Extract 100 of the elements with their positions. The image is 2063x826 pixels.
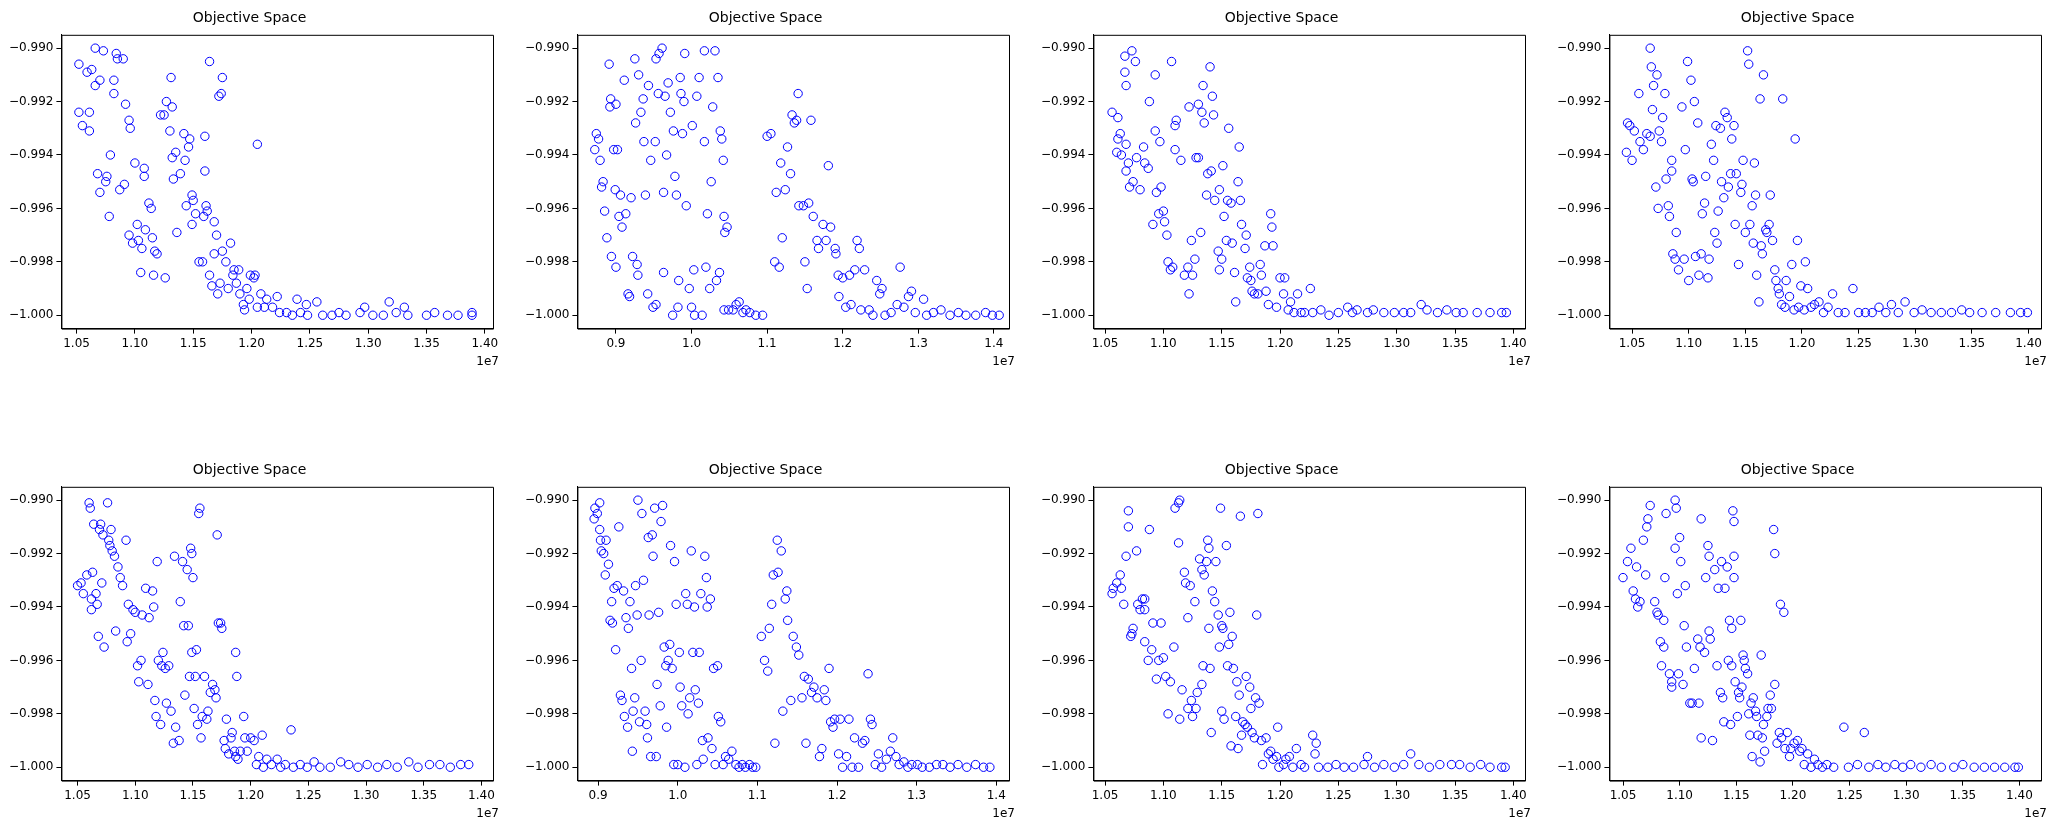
text: 1e7 bbox=[476, 354, 499, 369]
y-tick-label: −0.996 bbox=[524, 200, 570, 215]
x-tick-label: 1.20 bbox=[1788, 335, 1816, 350]
y-tick-label: −0.990 bbox=[1040, 40, 1086, 55]
x-tick-label: 1.20 bbox=[238, 335, 265, 350]
x-tick-label: 1.20 bbox=[237, 787, 265, 802]
x-tick-label: 1.2 bbox=[827, 787, 847, 802]
x-tick-label: 1.05 bbox=[1609, 787, 1637, 802]
y-tick-label: −0.992 bbox=[1040, 545, 1086, 560]
y-tick-label: −0.990 bbox=[524, 492, 570, 507]
y-tick-label: −0.998 bbox=[524, 253, 570, 268]
x-tick-label: 1.05 bbox=[63, 335, 90, 350]
text: 1e7 bbox=[1508, 806, 1531, 821]
chart-title: Objective Space bbox=[708, 9, 823, 26]
x-tick-label: 1.10 bbox=[121, 787, 149, 802]
text: 1e7 bbox=[992, 806, 1015, 821]
y-tick-label: −0.990 bbox=[1556, 492, 1602, 507]
x-tick-label: 1.35 bbox=[1949, 787, 1977, 802]
text: 1e7 bbox=[1508, 354, 1531, 369]
x-tick-label: 1.40 bbox=[1499, 335, 1527, 350]
chart-title: Objective Space bbox=[1224, 461, 1339, 478]
y-tick-label: −0.996 bbox=[1556, 200, 1602, 215]
y-tick-label: −0.992 bbox=[8, 545, 54, 560]
y-tick-label: −0.994 bbox=[8, 147, 54, 162]
y-tick-label: −0.992 bbox=[1040, 93, 1086, 108]
chart-title: Objective Space bbox=[192, 9, 307, 26]
x-tick-label: 1.40 bbox=[2015, 335, 2042, 350]
x-tick-label: 1.35 bbox=[1958, 335, 1986, 350]
y-tick-label: −0.992 bbox=[524, 545, 570, 560]
y-tick-label: −0.992 bbox=[1556, 93, 1602, 108]
y-tick-label: −0.994 bbox=[1040, 147, 1086, 162]
y-tick-label: −0.996 bbox=[1040, 200, 1086, 215]
x-tick-label: 1.10 bbox=[1666, 787, 1693, 802]
x-tick-label: 1.25 bbox=[1836, 787, 1863, 802]
y-tick-label: −0.990 bbox=[8, 40, 54, 55]
x-tick-label: 1.40 bbox=[468, 787, 495, 802]
x-tick-label: 1.20 bbox=[1266, 787, 1294, 802]
x-tick-label: 1.3 bbox=[907, 787, 927, 802]
x-tick-label: 0.9 bbox=[588, 787, 608, 802]
x-tick-label: 1.40 bbox=[471, 335, 499, 350]
x-tick-label: 1.25 bbox=[1845, 335, 1872, 350]
y-tick-label: −0.992 bbox=[524, 93, 570, 108]
text: 1e7 bbox=[476, 806, 499, 821]
x-tick-label: 1.1 bbox=[757, 335, 777, 350]
y-tick-label: −0.994 bbox=[1556, 599, 1602, 614]
y-tick-label: −0.998 bbox=[1556, 705, 1602, 720]
x-tick-label: 1.35 bbox=[410, 787, 438, 802]
y-tick-label: −0.994 bbox=[8, 599, 54, 614]
x-tick-label: 1.0 bbox=[682, 335, 702, 350]
y-tick-label: −1.000 bbox=[524, 307, 570, 322]
x-tick-label: 1.30 bbox=[354, 335, 382, 350]
x-tick-label: 1.05 bbox=[1091, 787, 1119, 802]
x-tick-label: 1.20 bbox=[1779, 787, 1807, 802]
y-tick-label: −0.992 bbox=[1556, 545, 1602, 560]
chart-title: Objective Space bbox=[1740, 9, 1855, 26]
x-tick-label: 1.10 bbox=[121, 335, 149, 350]
chart-title: Objective Space bbox=[192, 461, 307, 478]
x-tick-label: 1.20 bbox=[1266, 335, 1294, 350]
x-tick-label: 1.10 bbox=[1150, 335, 1177, 350]
y-tick-label: −0.994 bbox=[524, 599, 570, 614]
x-tick-label: 1.15 bbox=[179, 335, 207, 350]
y-tick-label: −1.000 bbox=[1556, 307, 1602, 322]
chart-title: Objective Space bbox=[708, 461, 823, 478]
text: 1e7 bbox=[992, 354, 1015, 369]
y-tick-label: −1.000 bbox=[1556, 759, 1602, 774]
x-tick-label: 1.25 bbox=[1325, 787, 1352, 802]
y-tick-label: −1.000 bbox=[1040, 759, 1086, 774]
x-tick-label: 1.0 bbox=[668, 787, 688, 802]
y-tick-label: −1.000 bbox=[524, 759, 570, 774]
y-tick-label: −0.998 bbox=[1040, 705, 1086, 720]
x-tick-label: 1.1 bbox=[747, 787, 767, 802]
x-tick-label: 1.25 bbox=[295, 787, 322, 802]
y-tick-label: −0.996 bbox=[524, 652, 570, 667]
x-tick-label: 1.25 bbox=[296, 335, 324, 350]
x-tick-label: 1.30 bbox=[1383, 787, 1411, 802]
y-tick-label: −0.996 bbox=[1556, 652, 1602, 667]
y-tick-label: −0.990 bbox=[524, 40, 570, 55]
y-tick-label: −0.998 bbox=[524, 705, 570, 720]
x-tick-label: 1.05 bbox=[1091, 335, 1119, 350]
y-tick-label: −0.990 bbox=[1040, 492, 1086, 507]
y-tick-label: −0.996 bbox=[8, 652, 54, 667]
y-tick-label: −0.990 bbox=[1556, 40, 1602, 55]
x-tick-label: 1.4 bbox=[984, 335, 1004, 350]
x-tick-label: 1.2 bbox=[833, 335, 853, 350]
text: 1e7 bbox=[2024, 806, 2047, 821]
x-tick-label: 1.15 bbox=[1722, 787, 1750, 802]
y-tick-label: −0.996 bbox=[8, 200, 54, 215]
x-tick-label: 1.15 bbox=[1731, 335, 1759, 350]
x-tick-label: 1.15 bbox=[1208, 787, 1236, 802]
y-tick-label: −0.994 bbox=[1040, 599, 1086, 614]
x-tick-label: 1.30 bbox=[1901, 335, 1929, 350]
x-tick-label: 1.35 bbox=[413, 335, 440, 350]
chart-title: Objective Space bbox=[1224, 9, 1339, 26]
x-tick-label: 1.25 bbox=[1325, 335, 1352, 350]
text: 1e7 bbox=[2024, 354, 2047, 369]
y-tick-label: −0.998 bbox=[1556, 253, 1602, 268]
y-tick-label: −1.000 bbox=[8, 759, 54, 774]
x-tick-label: 1.10 bbox=[1150, 787, 1177, 802]
x-tick-label: 1.05 bbox=[1618, 335, 1646, 350]
y-tick-label: −0.990 bbox=[8, 492, 54, 507]
